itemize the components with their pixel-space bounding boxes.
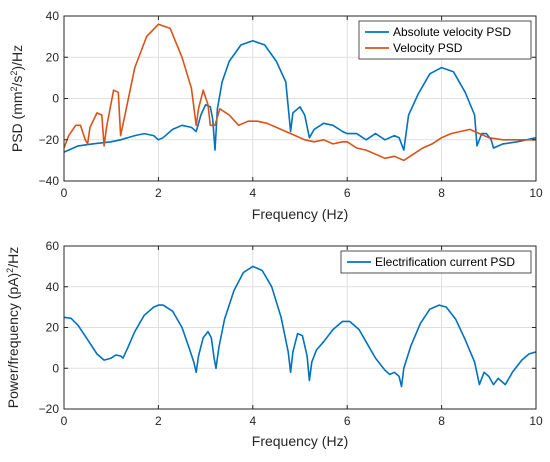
y-tick-label: 60 bbox=[46, 239, 60, 253]
bottom-series-group bbox=[64, 265, 536, 388]
y-tick-label: 40 bbox=[46, 9, 60, 23]
x-tick-label: 8 bbox=[438, 186, 445, 200]
legend-entry: Velocity PSD bbox=[393, 41, 463, 55]
y-tick-label: 0 bbox=[52, 361, 59, 375]
top-tick-labels: 0 2 4 6 8 10 −40 −20 0 20 40 bbox=[39, 9, 543, 200]
top-ylabel-sup: 2 bbox=[9, 71, 19, 76]
x-tick-label: 10 bbox=[529, 186, 543, 200]
x-tick-label: 4 bbox=[249, 186, 256, 200]
legend-box bbox=[340, 250, 532, 274]
bottom-y-axis-label: Power/frequency (pA)2/Hz bbox=[5, 247, 21, 408]
x-tick-label: 2 bbox=[155, 414, 162, 428]
x-tick-label: 10 bbox=[529, 414, 543, 428]
bottom-x-axis-label: Frequency (Hz) bbox=[252, 433, 348, 449]
top-ylabel-part: )/Hz bbox=[9, 45, 25, 71]
series-line bbox=[64, 265, 536, 388]
legend-entry: Absolute velocity PSD bbox=[393, 25, 511, 39]
bottom-legend: Electrification current PSD bbox=[340, 250, 532, 274]
x-tick-label: 8 bbox=[438, 414, 445, 428]
top-series-group bbox=[64, 23, 536, 162]
y-tick-label: −20 bbox=[39, 133, 60, 147]
top-ylabel-sup: 2 bbox=[9, 86, 19, 91]
series-line bbox=[64, 23, 536, 162]
top-x-axis-label: Frequency (Hz) bbox=[252, 206, 348, 222]
y-tick-label: 40 bbox=[46, 280, 60, 294]
x-tick-label: 0 bbox=[61, 186, 68, 200]
x-tick-label: 6 bbox=[344, 414, 351, 428]
y-tick-label: −20 bbox=[39, 402, 60, 416]
legend-box bbox=[358, 20, 532, 60]
top-legend: Absolute velocity PSD Velocity PSD bbox=[358, 20, 532, 60]
series-line bbox=[64, 40, 536, 153]
x-tick-label: 0 bbox=[61, 414, 68, 428]
y-tick-label: 20 bbox=[46, 321, 60, 335]
y-tick-label: 0 bbox=[52, 92, 59, 106]
top-ylabel-part: PSD (mm bbox=[9, 91, 25, 152]
x-tick-label: 6 bbox=[344, 186, 351, 200]
top-y-axis-label: PSD (mm2/s2)/Hz bbox=[9, 45, 25, 152]
y-tick-label: −40 bbox=[39, 174, 60, 188]
x-tick-label: 2 bbox=[155, 186, 162, 200]
y-tick-label: 20 bbox=[46, 50, 60, 64]
bottom-ylabel-part: Power/frequency (pA) bbox=[5, 273, 21, 408]
chart-top: 0 2 4 6 8 10 −40 −20 0 20 40 Frequency (Hz) PSD (m… bbox=[9, 9, 543, 222]
top-ylabel-part: /s bbox=[9, 76, 25, 87]
bottom-ylabel-sup: 2 bbox=[5, 268, 15, 273]
x-tick-label: 4 bbox=[249, 414, 256, 428]
bottom-ylabel-part: /Hz bbox=[5, 247, 21, 268]
legend-entry: Electrification current PSD bbox=[375, 255, 515, 269]
